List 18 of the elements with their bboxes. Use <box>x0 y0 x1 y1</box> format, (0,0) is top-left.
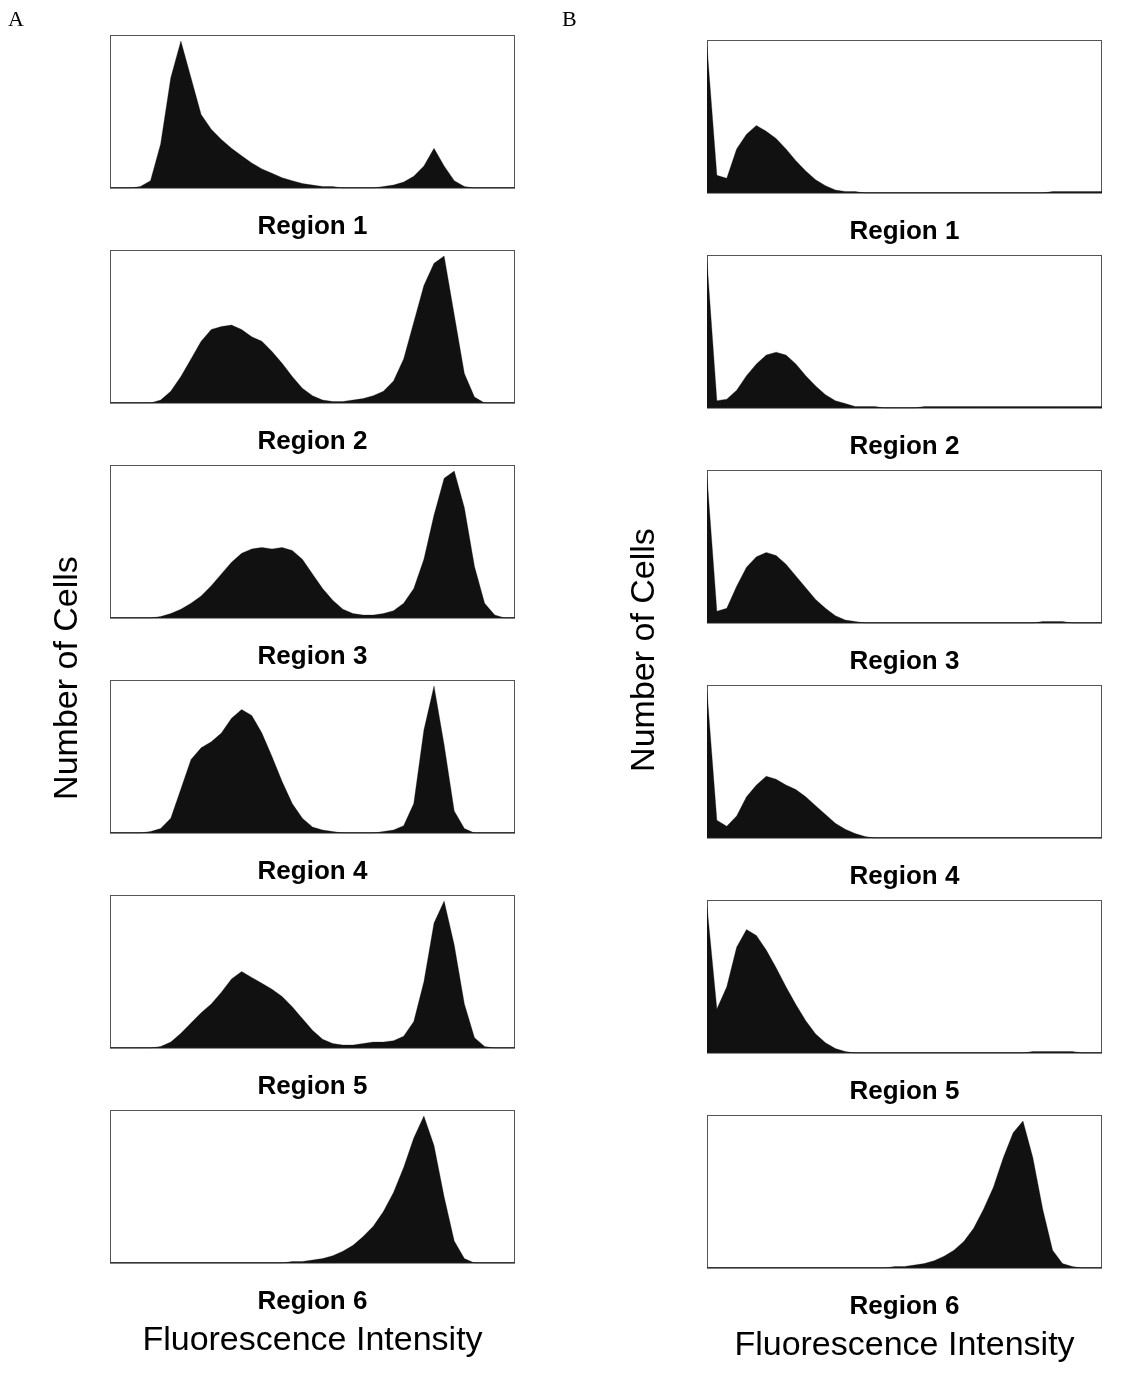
text: Region 2 <box>256 425 369 456</box>
text: Region 4 <box>256 855 369 886</box>
x-axis-title: Fluorescence Intensity <box>733 1324 1076 1363</box>
text: Region 1 <box>256 210 369 241</box>
text: Region 5 <box>256 1070 369 1101</box>
x-axis-title: Fluorescence Intensity <box>141 1319 484 1358</box>
text: Region 5 <box>848 1075 961 1106</box>
y-axis-title: Number of Cells <box>46 555 85 802</box>
text: Region 6 <box>848 1290 961 1321</box>
text: Region 3 <box>848 645 961 676</box>
text: Region 1 <box>848 215 961 246</box>
text: Region 6 <box>256 1285 369 1316</box>
text: Region 3 <box>256 640 369 671</box>
text: A <box>8 6 24 32</box>
text: Region 4 <box>848 860 961 891</box>
y-axis-title: Number of Cells <box>623 527 662 774</box>
text: Region 2 <box>848 430 961 461</box>
text: B <box>562 6 577 32</box>
